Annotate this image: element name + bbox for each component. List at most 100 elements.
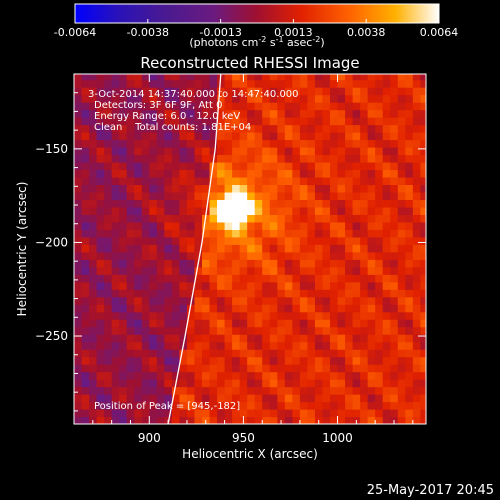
heatmap-cell xyxy=(202,109,211,118)
heatmap-cell xyxy=(307,87,316,96)
heatmap-cell xyxy=(232,371,241,380)
heatmap-cell xyxy=(186,109,196,118)
heatmap-cell xyxy=(111,161,120,171)
heatmap-cell xyxy=(284,274,293,283)
heatmap-cell xyxy=(186,94,196,103)
heatmap-cell xyxy=(382,416,391,424)
heatmap-cell xyxy=(156,416,165,424)
heatmap-cell xyxy=(89,79,98,88)
heatmap-cell xyxy=(209,161,218,171)
heatmap-cell xyxy=(149,221,158,230)
heatmap-cell xyxy=(405,221,414,230)
heatmap-cell xyxy=(322,259,331,268)
heatmap-cell xyxy=(254,379,263,388)
heatmap-cell xyxy=(164,161,173,171)
heatmap-cell xyxy=(156,341,165,350)
heatmap-cell xyxy=(367,146,376,156)
heatmap-cell xyxy=(367,364,376,373)
heatmap-cell xyxy=(269,199,278,208)
heatmap-cell xyxy=(360,274,369,283)
heatmap-cell xyxy=(269,356,278,365)
heatmap-cell xyxy=(375,221,384,230)
heatmap-cell xyxy=(194,266,203,275)
heatmap-cell xyxy=(382,109,391,118)
heatmap-cell xyxy=(179,364,188,373)
heatmap-cell xyxy=(299,176,309,186)
heatmap-cell xyxy=(337,139,346,148)
heatmap-cell xyxy=(74,334,83,343)
heatmap-cell xyxy=(111,386,120,395)
heatmap-cell xyxy=(390,349,399,358)
heatmap-cell xyxy=(126,191,135,201)
heatmap-cell xyxy=(111,274,120,283)
heatmap-cell xyxy=(382,244,391,253)
heatmap-cell xyxy=(119,109,128,118)
heatmap-cell xyxy=(412,214,421,223)
heatmap-cell xyxy=(352,394,361,403)
heatmap-cell xyxy=(89,74,98,81)
heatmap-cell xyxy=(96,109,105,118)
heatmap-cell xyxy=(277,304,286,313)
heatmap-cell xyxy=(164,244,173,253)
heatmap-cell xyxy=(314,102,324,111)
heatmap-cell xyxy=(141,259,150,268)
heatmap-cell xyxy=(277,132,286,141)
heatmap-cell xyxy=(299,161,309,171)
heatmap-cell xyxy=(179,244,188,253)
heatmap-cell xyxy=(420,356,426,365)
heatmap-cell xyxy=(224,416,233,424)
heatmap-cell xyxy=(217,274,226,283)
heatmap-cell xyxy=(367,79,376,88)
heatmap-cell xyxy=(96,341,105,350)
y-tick-label: −200 xyxy=(35,235,68,249)
heatmap-cell xyxy=(397,304,406,313)
heatmap-cell xyxy=(224,281,233,290)
heatmap-cell xyxy=(202,394,211,403)
heatmap-cell xyxy=(345,319,354,328)
heatmap-cell xyxy=(217,281,226,290)
heatmap-cell xyxy=(420,341,426,350)
heatmap-cell xyxy=(322,409,331,418)
heatmap-cell xyxy=(262,79,271,88)
heatmap-cell xyxy=(209,281,218,290)
heatmap-cell xyxy=(360,281,369,290)
heatmap-cell xyxy=(96,117,105,126)
heatmap-cell xyxy=(277,221,286,230)
heatmap-cell xyxy=(126,244,135,253)
heatmap-cell xyxy=(164,326,173,335)
heatmap-cell xyxy=(126,94,135,103)
heatmap-cell xyxy=(292,79,301,88)
heatmap-cell xyxy=(224,394,233,403)
heatmap-cell xyxy=(111,236,120,245)
heatmap-cell xyxy=(292,266,301,275)
heatmap-cell xyxy=(89,409,98,418)
heatmap-cell xyxy=(307,176,316,186)
heatmap-cell xyxy=(89,244,98,253)
heatmap-cell xyxy=(367,244,376,253)
heatmap-cell xyxy=(412,394,421,403)
heatmap-cell xyxy=(149,161,158,171)
heatmap-cell xyxy=(209,109,218,118)
heatmap-cell xyxy=(224,191,233,201)
heatmap-cell xyxy=(74,386,83,395)
heatmap-cell xyxy=(405,289,414,298)
heatmap-cell xyxy=(224,289,233,298)
heatmap-cell xyxy=(156,124,165,133)
heatmap-cell xyxy=(284,229,293,238)
heatmap-cell xyxy=(81,132,90,141)
annotation-detectors: Detectors: 3F 6F 9F, Att 0 xyxy=(94,100,222,111)
heatmap-cell xyxy=(322,356,331,365)
colorbar-ticks: -0.0064 -0.0038 -0.0013 0.0013 0.0038 0.0064 xyxy=(54,19,458,39)
heatmap-cell xyxy=(179,124,188,133)
heatmap-cell xyxy=(337,311,346,320)
heatmap-cell xyxy=(104,206,113,215)
heatmap-cell xyxy=(299,349,309,358)
heatmap-cell xyxy=(367,416,376,424)
heatmap-cell xyxy=(367,94,376,103)
heatmap-cell xyxy=(164,214,173,223)
heatmap-cell xyxy=(202,74,211,81)
heatmap-cell xyxy=(224,244,233,253)
heatmap-cell xyxy=(330,221,339,230)
heatmap-cell xyxy=(420,109,426,118)
heatmap-cell xyxy=(405,356,414,365)
